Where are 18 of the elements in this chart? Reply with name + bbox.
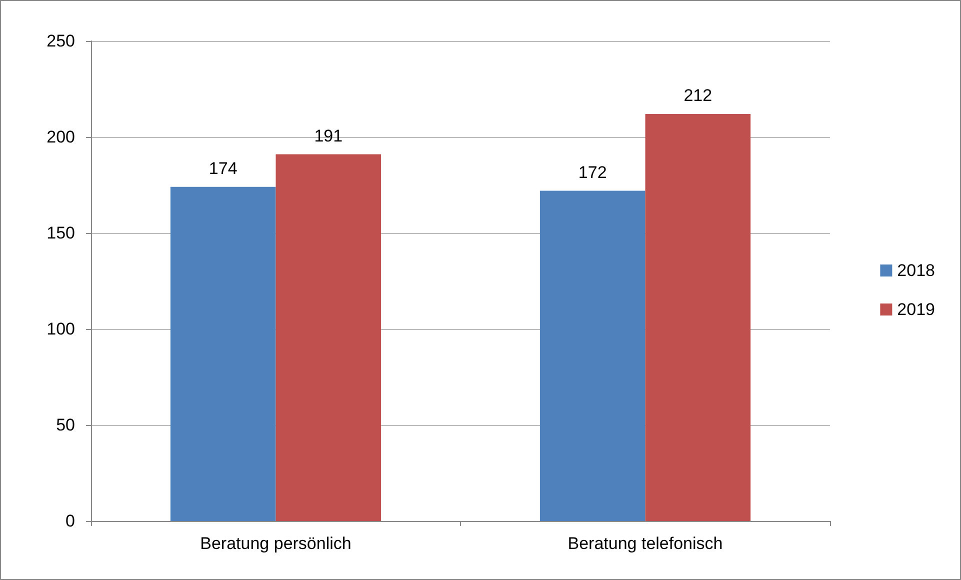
bar xyxy=(540,190,646,521)
legend-label: 2019 xyxy=(897,300,936,319)
y-tick-label: 150 xyxy=(46,224,75,242)
data-label: 174 xyxy=(208,158,238,178)
y-tick-label: 0 xyxy=(66,512,75,530)
bar xyxy=(276,154,382,521)
data-label: 172 xyxy=(578,162,607,182)
data-label: 191 xyxy=(314,126,343,146)
bar xyxy=(170,186,276,521)
y-tick-label: 100 xyxy=(46,320,75,338)
x-tick-label: Beratung persönlich xyxy=(200,534,352,553)
data-label: 212 xyxy=(684,86,712,105)
y-tick-label: 200 xyxy=(46,128,75,146)
y-tick-label: 250 xyxy=(46,32,75,50)
bar xyxy=(645,114,751,521)
x-tick-label: Beratung telefonisch xyxy=(568,534,723,553)
y-tick-label: 50 xyxy=(56,416,75,434)
legend-label: 2018 xyxy=(897,261,936,280)
